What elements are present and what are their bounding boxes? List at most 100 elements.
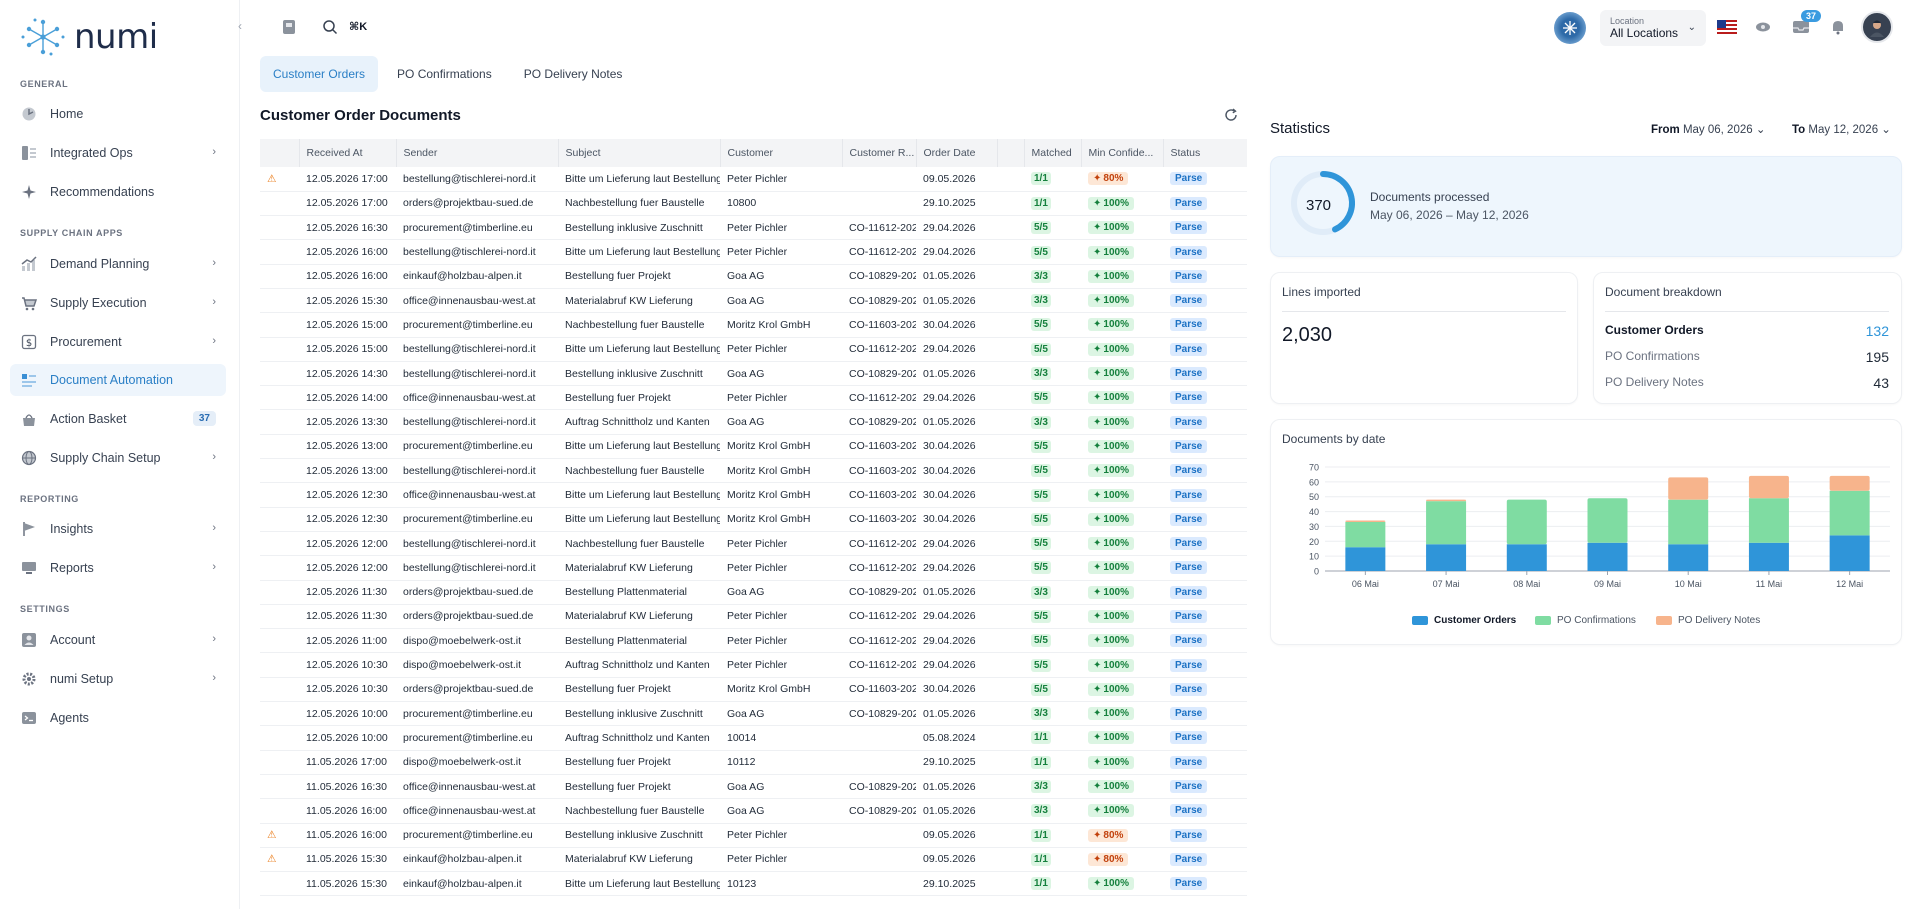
table-row[interactable]: 12.05.2026 15:30 office@innenausbau-west.… xyxy=(260,288,1247,314)
tab-customer-orders[interactable]: Customer Orders xyxy=(260,56,379,92)
sidebar-item-home[interactable]: Home xyxy=(10,98,226,130)
table-row[interactable]: 12.05.2026 16:30 procurement@timberline.e… xyxy=(260,215,1247,241)
status-badge[interactable]: Parse xyxy=(1170,512,1208,526)
search-icon[interactable] xyxy=(319,16,341,38)
status-badge[interactable]: Parse xyxy=(1170,877,1208,891)
status-badge[interactable]: Parse xyxy=(1170,658,1208,672)
table-row[interactable]: 12.05.2026 16:00 bestellung@tischlerei-no… xyxy=(260,239,1247,265)
sidebar-item-recommendations[interactable]: Recommendations xyxy=(10,176,226,208)
status-badge[interactable]: Parse xyxy=(1170,269,1208,283)
status-badge[interactable]: Parse xyxy=(1170,391,1208,405)
table-row[interactable]: 11.05.2026 16:00 office@innenausbau-west.… xyxy=(260,798,1247,824)
legend-item[interactable]: Customer Orders xyxy=(1412,615,1516,626)
table-row[interactable]: 11.05.2026 17:00 dispo@moebelwerk-ost.it B… xyxy=(260,750,1247,775)
table-row[interactable]: 12.05.2026 11:30 orders@projektbau-sued.d… xyxy=(260,580,1247,605)
app-logo[interactable]: numi xyxy=(20,16,158,58)
table-row[interactable]: 12.05.2026 13:30 bestellung@tischlerei-no… xyxy=(260,409,1247,435)
status-badge[interactable]: Parse xyxy=(1170,609,1208,623)
table-row[interactable]: 11.05.2026 16:30 office@innenausbau-west.… xyxy=(260,774,1247,800)
table-row[interactable]: 12.05.2026 14:00 office@innenausbau-west.… xyxy=(260,385,1247,411)
table-row[interactable]: ⚠ 12.05.2026 17:00 bestellung@tischlerei-n… xyxy=(260,167,1247,192)
sidebar-item-document-automation[interactable]: Document Automation xyxy=(10,364,226,396)
search-shortcut-hint[interactable]: ⌘K xyxy=(349,21,368,33)
from-date-picker[interactable]: From May 06, 2026 ⌄ xyxy=(1651,122,1765,136)
status-badge[interactable]: Parse xyxy=(1170,755,1208,769)
status-badge[interactable]: Parse xyxy=(1170,196,1208,210)
table-row[interactable]: 12.05.2026 11:00 dispo@moebelwerk-ost.it B… xyxy=(260,628,1247,654)
column-header-received-at[interactable]: Received At xyxy=(299,139,397,167)
column-header-min-confidence[interactable]: Min Confide... xyxy=(1081,139,1164,167)
table-row[interactable]: ⚠ 11.05.2026 16:00 procurement@timberline.… xyxy=(260,823,1247,848)
table-row[interactable]: 12.05.2026 10:30 orders@projektbau-sued.d… xyxy=(260,677,1247,703)
table-row[interactable]: 12.05.2026 13:00 procurement@timberline.e… xyxy=(260,434,1247,460)
column-header-customer-ref[interactable]: Customer R... xyxy=(842,139,917,167)
table-row[interactable]: 12.05.2026 16:00 einkauf@holzbau-alpen.it… xyxy=(260,264,1247,289)
table-row[interactable]: 12.05.2026 12:00 bestellung@tischlerei-no… xyxy=(260,531,1247,557)
status-badge[interactable]: Parse xyxy=(1170,294,1208,308)
sidebar-item-supply-execution[interactable]: Supply Execution › xyxy=(10,287,226,319)
sidebar-item-integrated-ops[interactable]: Integrated Ops › xyxy=(10,137,226,169)
status-badge[interactable]: Parse xyxy=(1170,367,1208,381)
status-badge[interactable]: Parse xyxy=(1170,852,1208,866)
to-date-picker[interactable]: To May 12, 2026 ⌄ xyxy=(1792,122,1891,136)
table-row[interactable]: 12.05.2026 15:00 procurement@timberline.e… xyxy=(260,312,1247,338)
status-badge[interactable]: Parse xyxy=(1170,707,1208,721)
status-badge[interactable]: Parse xyxy=(1170,780,1208,794)
user-avatar[interactable] xyxy=(1861,11,1893,43)
column-header-status[interactable]: Status xyxy=(1163,139,1247,167)
column-header-sender[interactable]: Sender xyxy=(396,139,559,167)
sidebar-item-demand-planning[interactable]: Demand Planning › xyxy=(10,248,226,280)
table-row[interactable]: 12.05.2026 10:00 procurement@timberline.e… xyxy=(260,725,1247,751)
table-row[interactable]: 12.05.2026 14:30 bestellung@tischlerei-no… xyxy=(260,361,1247,387)
status-badge[interactable]: Parse xyxy=(1170,828,1208,842)
table-row[interactable]: 12.05.2026 12:30 office@innenausbau-west.… xyxy=(260,482,1247,508)
ai-assistant-icon[interactable] xyxy=(1554,12,1586,44)
table-row[interactable]: 12.05.2026 13:00 bestellung@tischlerei-no… xyxy=(260,458,1247,484)
status-badge[interactable]: Parse xyxy=(1170,682,1208,696)
bookmark-icon[interactable] xyxy=(278,16,300,38)
tab-po-confirmations[interactable]: PO Confirmations xyxy=(397,67,492,81)
sidebar-item-insights[interactable]: Insights › xyxy=(10,513,226,545)
status-badge[interactable]: Parse xyxy=(1170,731,1208,745)
refresh-icon[interactable] xyxy=(1224,108,1240,124)
sidebar-item-reports[interactable]: Reports › xyxy=(10,552,226,584)
sidebar-item-numi-setup[interactable]: numi Setup › xyxy=(10,663,226,695)
sidebar-item-supply-chain-setup[interactable]: Supply Chain Setup › xyxy=(10,442,226,474)
status-badge[interactable]: Parse xyxy=(1170,439,1208,453)
column-header-customer[interactable]: Customer xyxy=(720,139,843,167)
status-badge[interactable]: Parse xyxy=(1170,634,1208,648)
column-header-matched[interactable]: Matched xyxy=(1024,139,1082,167)
status-badge[interactable]: Parse xyxy=(1170,585,1208,599)
table-row[interactable]: 12.05.2026 15:00 bestellung@tischlerei-no… xyxy=(260,337,1247,362)
table-row[interactable]: 12.05.2026 12:00 bestellung@tischlerei-no… xyxy=(260,555,1247,581)
status-badge[interactable]: Parse xyxy=(1170,172,1208,186)
status-badge[interactable]: Parse xyxy=(1170,245,1208,259)
status-badge[interactable]: Parse xyxy=(1170,221,1208,235)
sidebar-item-account[interactable]: Account › xyxy=(10,624,226,656)
location-select[interactable]: Location All Locations ⌄ xyxy=(1600,10,1706,46)
bell-icon[interactable] xyxy=(1827,16,1849,38)
us-flag-icon[interactable] xyxy=(1716,16,1738,38)
table-row[interactable]: 11.05.2026 15:30 einkauf@holzbau-alpen.it… xyxy=(260,871,1247,897)
inbox-icon[interactable] xyxy=(1790,16,1812,38)
status-badge[interactable]: Parse xyxy=(1170,318,1208,332)
column-header-warning[interactable] xyxy=(260,139,300,167)
table-row[interactable]: 12.05.2026 12:30 procurement@timberline.e… xyxy=(260,507,1247,532)
sidebar-item-action-basket[interactable]: Action Basket 37 xyxy=(10,403,226,435)
status-badge[interactable]: Parse xyxy=(1170,464,1208,478)
legend-item[interactable]: PO Confirmations xyxy=(1535,615,1636,626)
table-row[interactable]: 12.05.2026 10:00 procurement@timberline.e… xyxy=(260,701,1247,727)
legend-item[interactable]: PO Delivery Notes xyxy=(1656,615,1760,626)
status-badge[interactable]: Parse xyxy=(1170,488,1208,502)
table-row[interactable]: 12.05.2026 17:00 orders@projektbau-sued.d… xyxy=(260,191,1247,217)
collapse-sidebar-icon[interactable]: ‹ xyxy=(238,19,242,33)
sidebar-item-agents[interactable]: Agents xyxy=(10,702,226,734)
eye-icon[interactable] xyxy=(1752,16,1774,38)
column-header-order-date[interactable]: Order Date xyxy=(916,139,998,167)
table-row[interactable]: ⚠ 11.05.2026 15:30 einkauf@holzbau-alpen.i… xyxy=(260,847,1247,873)
table-row[interactable]: 12.05.2026 10:30 dispo@moebelwerk-ost.it A… xyxy=(260,652,1247,678)
tab-po-delivery-notes[interactable]: PO Delivery Notes xyxy=(523,67,623,81)
sidebar-item-procurement[interactable]: $ Procurement › xyxy=(10,326,226,358)
status-badge[interactable]: Parse xyxy=(1170,415,1208,429)
table-row[interactable]: 12.05.2026 11:30 orders@projektbau-sued.d… xyxy=(260,604,1247,630)
